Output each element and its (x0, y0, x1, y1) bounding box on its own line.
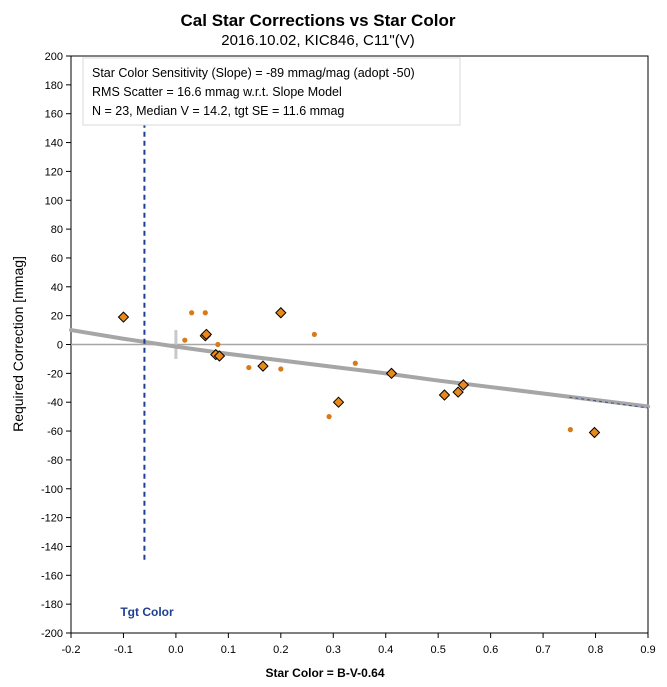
y-tick-label: 200 (45, 51, 63, 63)
data-point-dot (311, 331, 317, 338)
x-tick-label: 0.8 (588, 644, 603, 656)
x-tick-label: 0.9 (640, 644, 655, 656)
target-color-label: Tgt Color (120, 605, 174, 619)
data-point-dot (352, 360, 358, 366)
data-point-dot (278, 366, 284, 372)
data-point-diamond (588, 426, 601, 439)
x-axis-label: Star Color = B-V-0.64 (265, 666, 384, 680)
y-tick-label: 120 (45, 166, 63, 178)
data-point-diamond (200, 328, 213, 341)
data-point-diamond (385, 367, 398, 380)
data-point-diamond (213, 350, 226, 362)
data-point-dot (182, 337, 188, 343)
x-tick-label: 0.1 (221, 644, 236, 656)
y-tick-label: 140 (45, 138, 63, 150)
data-point-diamond (117, 311, 130, 323)
data-point-dot (189, 310, 195, 316)
chart-subtitle: 2016.10.02, KIC846, C11"(V) (221, 32, 415, 49)
trend-line (69, 328, 650, 409)
annotation-box: Star Color Sensitivity (Slope) = -89 mma… (82, 57, 461, 126)
annotation-line-2: RMS Scatter = 16.6 mmag w.r.t. Slope Mod… (92, 85, 342, 99)
y-tick-label: 80 (51, 224, 63, 236)
data-point-dot (326, 414, 332, 420)
data-point-dot (215, 341, 221, 348)
data-point-dot (202, 310, 208, 316)
data-point-diamond (452, 386, 464, 398)
y-tick-label: 40 (51, 282, 63, 294)
chart-title: Cal Star Corrections vs Star Color (181, 11, 456, 30)
y-tick-label: 20 (51, 311, 63, 323)
data-point-diamond (275, 307, 287, 319)
y-tick-label: -20 (47, 368, 63, 380)
y-tick-label: -140 (41, 541, 63, 553)
data-point-dot (246, 364, 252, 371)
data-point-diamond (438, 389, 451, 401)
data-point-dot (567, 427, 573, 433)
x-tick-label: -0.1 (114, 644, 133, 656)
target-label-bg (96, 596, 190, 622)
y-tick-label: 160 (45, 109, 63, 121)
annotation-line-1: Star Color Sensitivity (Slope) = -89 mma… (92, 66, 415, 80)
y-tick-label: -40 (47, 397, 63, 409)
y-tick-label: -120 (41, 513, 63, 525)
data-point-diamond (457, 379, 470, 391)
y-tick-label: -60 (47, 426, 63, 438)
y-tick-label: 60 (51, 253, 63, 265)
y-tick-label: -80 (47, 455, 63, 467)
y-tick-label: 100 (45, 195, 63, 207)
y-tick-label: 180 (45, 80, 63, 92)
x-tick-label: 0.3 (326, 644, 341, 656)
x-tick-label: 0.5 (431, 644, 446, 656)
y-tick-label: 0 (57, 340, 63, 352)
x-tick-label: 0.6 (483, 644, 498, 656)
annotation-line-3: N = 23, Median V = 14.2, tgt SE = 11.6 m… (92, 104, 344, 118)
y-axis-label: Required Correction [mmag] (10, 256, 26, 432)
x-tick-label: 0.7 (535, 644, 550, 656)
data-point-diamond (257, 360, 269, 372)
y-tick-label: -180 (41, 599, 63, 611)
x-tick-label: 0.2 (273, 644, 288, 656)
data-point-diamond (332, 396, 345, 408)
y-tick-label: -100 (41, 484, 63, 496)
x-tick-label: 0.0 (168, 644, 183, 656)
y-tick-label: -200 (41, 628, 63, 640)
trend-extension (569, 396, 649, 409)
y-tick-label: -160 (41, 570, 63, 582)
x-tick-label: -0.2 (62, 644, 81, 656)
x-tick-label: 0.4 (378, 644, 393, 656)
